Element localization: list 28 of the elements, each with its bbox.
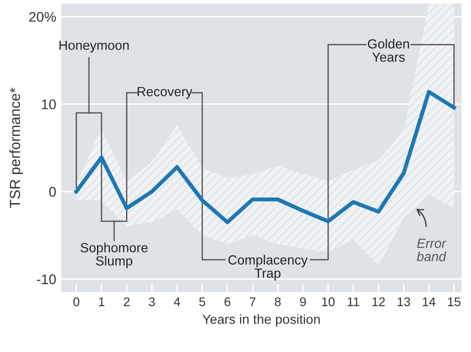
x-tick-label: 10 (322, 297, 335, 306)
x-tick-label: 15 (448, 297, 460, 306)
y-tick-label: 10 (42, 99, 56, 110)
x-tick-label: 8 (274, 297, 281, 306)
annotation: Error band (416, 238, 446, 262)
annotation: Complacency Trap (228, 254, 308, 280)
x-tick-label: 5 (199, 297, 206, 306)
x-tick-label: 3 (148, 297, 155, 306)
annotation: Sophomore Slump (80, 242, 148, 268)
x-tick-label: 4 (174, 297, 180, 306)
x-tick-label: 1 (98, 297, 104, 306)
x-tick-label: 11 (348, 297, 360, 306)
x-tick-label: 13 (398, 297, 410, 306)
x-tick-label: 2 (124, 297, 130, 306)
y-tick-label: 20% (29, 12, 56, 22)
x-tick-label: 12 (372, 297, 385, 306)
x-tick-label: 0 (73, 297, 80, 306)
x-tick-label: 7 (250, 297, 256, 306)
x-tick-label: 9 (300, 297, 306, 306)
y-tick-label: 0 (49, 186, 56, 197)
y-axis-title: TSR performance* (9, 88, 24, 208)
annotation: Honeymoon (59, 40, 129, 53)
annotation: Recovery (138, 87, 192, 99)
y-tick-label: -10 (36, 274, 56, 284)
x-axis-title: Years in the position (202, 314, 320, 327)
x-tick-label: 6 (224, 297, 230, 306)
annotation: Golden Years (368, 38, 409, 62)
x-tick-label: 14 (422, 297, 436, 306)
